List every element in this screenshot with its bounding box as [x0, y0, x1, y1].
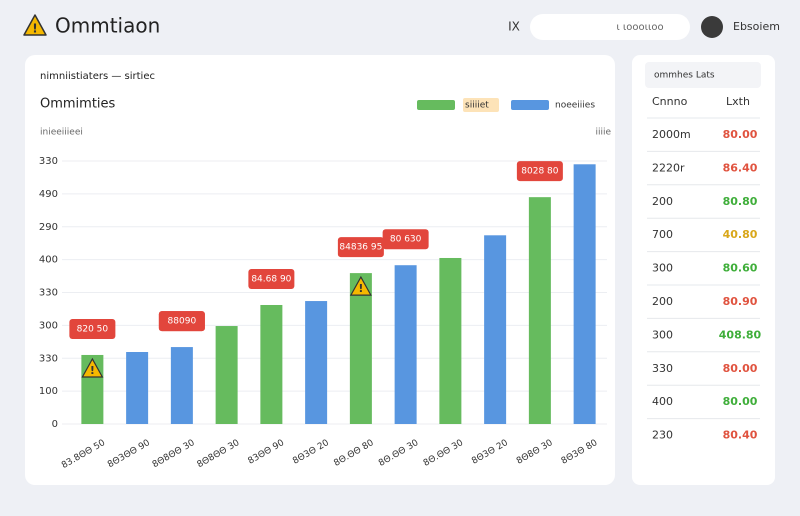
y-tick-label: 330: [39, 353, 58, 364]
annotation-text: 820 50: [77, 324, 109, 334]
legend-label: siiiiet: [465, 101, 489, 111]
table-cell: 80.60: [723, 262, 758, 275]
bar: [126, 352, 149, 424]
warning-icon: !: [81, 357, 104, 378]
annotation-box: [248, 268, 295, 289]
legend-label-bg: [463, 98, 499, 112]
warning-triangle: [81, 357, 104, 378]
warning-mark: !: [90, 364, 95, 377]
table-cell: 80.00: [723, 362, 758, 375]
bar: [484, 235, 507, 424]
breadcrumb[interactable]: nimniistiaters — sirtiec: [40, 71, 155, 82]
bar: [528, 197, 551, 424]
y-tick-label: 300: [39, 320, 58, 331]
bar: [305, 301, 328, 424]
annotation: 8028 80: [516, 161, 563, 182]
y-tick-label: 400: [39, 255, 58, 266]
annotation-box: [337, 237, 384, 258]
y2-axis-label: iiiie: [595, 128, 611, 138]
bar: [349, 273, 372, 424]
warning-triangle: [349, 275, 372, 296]
table-cell: 408.80: [719, 328, 762, 341]
table-cell: 400: [652, 395, 673, 408]
table-cell: 2000m: [652, 128, 691, 141]
y-tick-label: 330: [39, 288, 58, 299]
bar: [170, 347, 193, 424]
table-title-box: [645, 62, 761, 88]
annotation-box: [382, 229, 429, 250]
bar: [573, 164, 596, 424]
chart-title: Ommimties: [40, 97, 116, 112]
table-cell: 80.80: [723, 195, 758, 208]
annotation-text: 84836 95: [339, 243, 382, 253]
table-cell: 300: [652, 328, 673, 341]
column-header: Lxth: [726, 95, 750, 108]
warning-mark: !: [358, 282, 363, 295]
y-tick-label: 330: [39, 156, 58, 167]
annotation-text: 88090: [168, 317, 197, 327]
avatar[interactable]: [701, 16, 723, 38]
user-name[interactable]: Ebsoiem: [733, 20, 780, 33]
table-cell: 330: [652, 362, 673, 375]
y-tick-label: 100: [39, 386, 58, 397]
legend-swatch: [511, 100, 549, 110]
column-header: Cnnno: [652, 95, 688, 108]
annotation-box: [69, 318, 116, 339]
y-tick-label: 490: [39, 189, 58, 200]
table-cell: 230: [652, 429, 673, 442]
annotation: 84.68 90: [248, 268, 295, 289]
table-panel: [632, 55, 775, 485]
bar: [215, 326, 238, 424]
table-cell: 200: [652, 295, 673, 308]
table-cell: 80.00: [723, 395, 758, 408]
warning-logo: !: [23, 14, 47, 36]
bar: [260, 304, 283, 424]
annotation: 88090: [158, 311, 205, 332]
app-title: Ommtiaon: [55, 14, 160, 38]
table-cell: 40.80: [723, 228, 758, 241]
table-cell: 80.40: [723, 429, 758, 442]
svg-text:!: !: [32, 22, 37, 36]
annotation-text: 80 630: [390, 235, 422, 245]
table-cell: 700: [652, 228, 673, 241]
table-title: ommhes Lats: [654, 71, 715, 81]
bar: [439, 257, 462, 424]
annotation: 820 50: [69, 318, 116, 339]
table-cell: 86.40: [723, 161, 758, 174]
table-cell: 300: [652, 262, 673, 275]
table-cell: 2220r: [652, 161, 685, 174]
table-cell: 80.00: [723, 128, 758, 141]
search-placeholder: ι ιοοοιιοο: [616, 22, 663, 33]
table-cell: 80.90: [723, 295, 758, 308]
bar: [394, 265, 417, 424]
toolbar-icon[interactable]: IX: [508, 20, 520, 34]
y-axis-label: inieeiiieei: [40, 128, 83, 138]
annotation: 84836 95: [337, 237, 384, 258]
legend-swatch: [417, 100, 455, 110]
y-tick-label: 290: [39, 222, 58, 233]
table-cell: 200: [652, 195, 673, 208]
annotation-box: [516, 161, 563, 182]
search-box[interactable]: [530, 14, 690, 40]
annotation-text: 84.68 90: [251, 274, 291, 284]
legend-label: noeeiiies: [555, 101, 595, 111]
y-tick-label: 0: [52, 419, 58, 430]
annotation-text: 8028 80: [521, 167, 558, 177]
warning-icon: !: [349, 275, 372, 296]
annotation: 80 630: [382, 229, 429, 250]
annotation-box: [158, 311, 205, 332]
